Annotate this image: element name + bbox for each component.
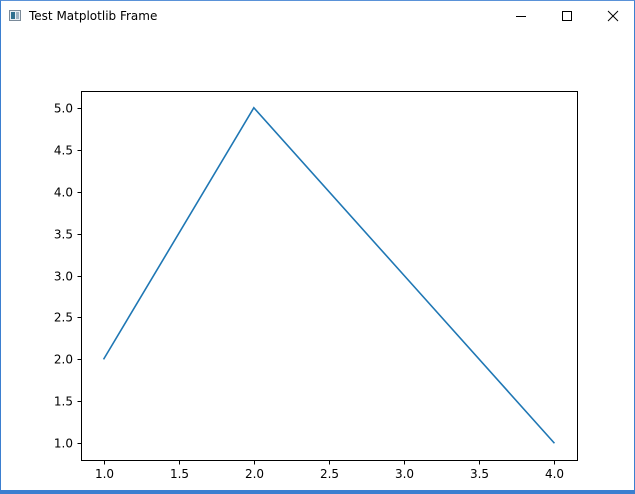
x-tick-label: 3.5 (470, 467, 489, 481)
axes-frame (81, 91, 578, 461)
close-button[interactable] (590, 1, 635, 32)
minimize-icon (516, 16, 526, 17)
minimize-button[interactable] (498, 1, 544, 32)
close-icon (607, 10, 619, 22)
series-line (102, 106, 556, 444)
x-tick-label: 4.0 (545, 467, 564, 481)
x-tick-label: 1.0 (95, 467, 114, 481)
app-window-icon[interactable] (9, 10, 21, 21)
y-tick-label: 4.0 (54, 186, 73, 200)
y-tick-label: 2.5 (54, 311, 73, 325)
y-tick-label: 3.0 (54, 270, 73, 284)
y-tick-label: 5.0 (54, 102, 73, 116)
window-title: Test Matplotlib Frame (29, 9, 158, 23)
y-tick-label: 3.5 (54, 228, 73, 242)
x-tick-label: 2.0 (245, 467, 264, 481)
y-tick-label: 2.0 (54, 353, 73, 367)
x-tick-label: 2.5 (320, 467, 339, 481)
y-tick-label: 1.0 (54, 437, 73, 451)
x-tick-label: 3.0 (395, 467, 414, 481)
maximize-icon (562, 11, 572, 21)
maximize-button[interactable] (544, 1, 590, 32)
x-tick-label: 1.5 (170, 467, 189, 481)
y-tick-label: 4.5 (54, 144, 73, 158)
title-bar[interactable]: Test Matplotlib Frame (1, 1, 634, 32)
line-chart: 1.0 1.5 2.0 2.5 3.0 3.5 4.0 1.0 1.5 2.0 2.5 3.0 3.5 4… (54, 91, 578, 481)
plot-canvas[interactable]: 1.0 1.5 2.0 2.5 3.0 3.5 4.0 1.0 1.5 2.0 2.5 3.0 3.5 4… (1, 32, 634, 490)
y-tick-label: 1.5 (54, 395, 73, 409)
window-bottom-border (1, 490, 634, 493)
